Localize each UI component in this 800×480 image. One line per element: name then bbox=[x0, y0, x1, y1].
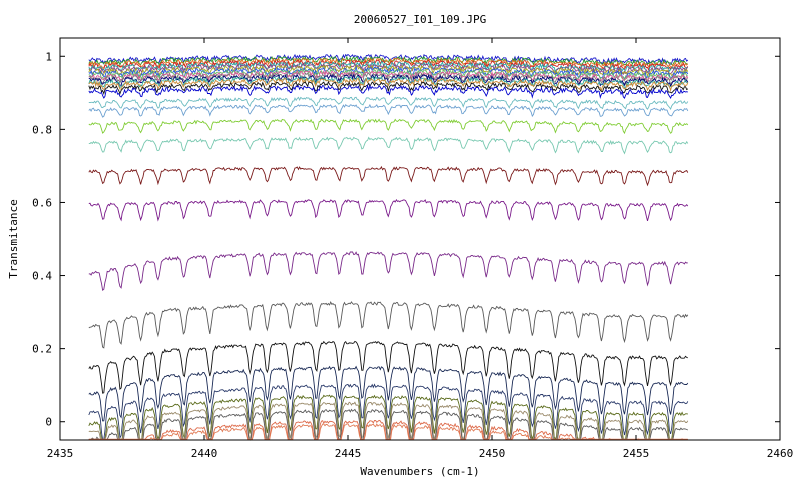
spectrum-series-line bbox=[88, 423, 688, 440]
spectrum-series-line bbox=[88, 251, 688, 292]
spectrum-series-line bbox=[88, 365, 689, 422]
x-axis-label: Wavenumbers (cm-1) bbox=[360, 465, 479, 478]
spectrum-series-line bbox=[88, 71, 688, 86]
spectrum-series-line bbox=[88, 84, 688, 99]
spectrum-series-line bbox=[88, 57, 689, 69]
x-tick-label: 2450 bbox=[479, 447, 506, 460]
spectrum-series-line bbox=[88, 65, 689, 80]
y-axis: 0 0.2 0.4 0.6 0.8 1 bbox=[32, 50, 780, 429]
spectrum-series-line bbox=[88, 73, 689, 88]
y-tick-label: 0.8 bbox=[32, 123, 52, 136]
spectrum-series-line bbox=[88, 80, 689, 96]
spectrum-series-line bbox=[88, 77, 689, 92]
spectrum-series-line bbox=[88, 136, 689, 155]
spectrum-series-line bbox=[88, 340, 688, 394]
spectrum-series-line bbox=[88, 103, 689, 118]
x-tick-label: 2455 bbox=[623, 447, 650, 460]
spectrum-series-line bbox=[88, 198, 689, 222]
x-tick-label: 2440 bbox=[191, 447, 218, 460]
x-tick-label: 2460 bbox=[767, 447, 794, 460]
spectrum-series-line bbox=[88, 383, 689, 440]
spectrum-series-line bbox=[88, 53, 689, 67]
series-layer bbox=[88, 53, 689, 441]
chart-title: 20060527_I01_109.JPG bbox=[354, 13, 486, 26]
spectrum-series-line bbox=[88, 394, 688, 441]
x-axis: 2435 2440 2445 2450 2455 2460 bbox=[47, 38, 794, 460]
y-tick-label: 0.4 bbox=[32, 270, 52, 283]
x-tick-label: 2435 bbox=[47, 447, 74, 460]
spectrum-series-line bbox=[88, 301, 689, 349]
plot-frame bbox=[59, 37, 781, 441]
spectrum-series-line bbox=[88, 118, 689, 135]
spectrum-series-line bbox=[88, 401, 689, 441]
spectrum-series-line bbox=[88, 64, 689, 77]
x-tick-label: 2445 bbox=[335, 447, 362, 460]
y-tick-label: 0.6 bbox=[32, 196, 52, 209]
y-tick-label: 0 bbox=[45, 416, 52, 429]
spectrum-series-line bbox=[88, 60, 688, 73]
spectrum-series-line bbox=[88, 165, 689, 187]
y-axis-label: Transmitance bbox=[7, 199, 20, 278]
y-tick-label: 0.2 bbox=[32, 343, 52, 356]
y-tick-label: 1 bbox=[45, 50, 52, 63]
spectrum-series-line bbox=[88, 96, 689, 110]
